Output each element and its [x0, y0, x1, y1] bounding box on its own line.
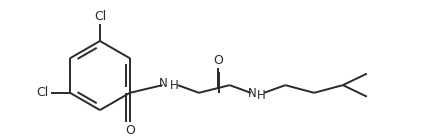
- Text: N: N: [248, 87, 257, 100]
- Text: O: O: [125, 124, 135, 137]
- Text: H: H: [170, 79, 179, 92]
- Text: Cl: Cl: [36, 86, 48, 99]
- Text: O: O: [213, 54, 223, 67]
- Text: Cl: Cl: [94, 10, 106, 22]
- Text: H: H: [257, 89, 266, 102]
- Text: N: N: [159, 77, 168, 90]
